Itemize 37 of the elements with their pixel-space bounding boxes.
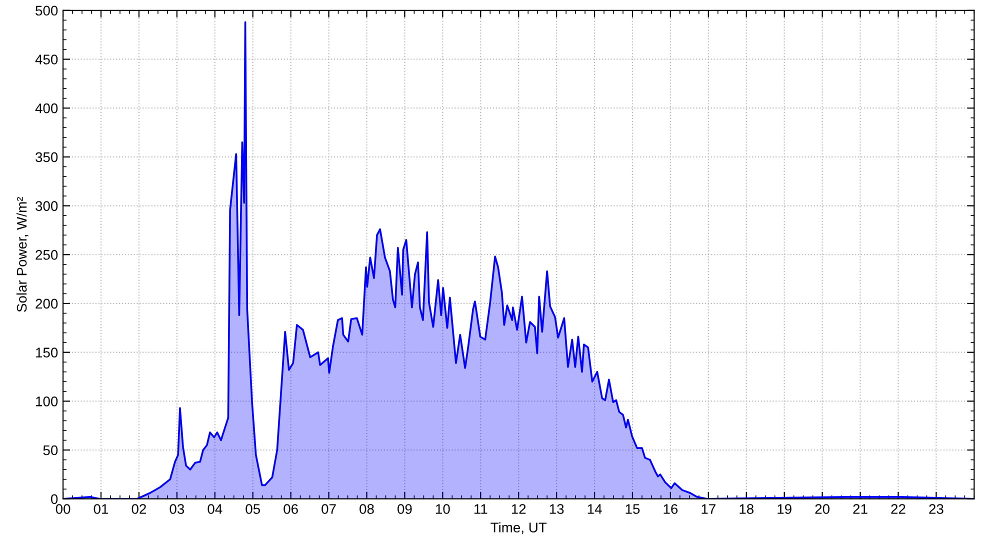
y-tick-label: 400 <box>35 103 58 114</box>
x-tick-label: 11 <box>474 504 488 514</box>
x-tick-label: 22 <box>891 504 906 514</box>
x-tick-label: 20 <box>815 504 830 514</box>
y-tick-label: 100 <box>36 396 58 406</box>
x-tick-label: 07 <box>322 504 336 514</box>
y-tick-label: 450 <box>35 54 58 64</box>
x-axis-title: Time, UT <box>490 522 547 534</box>
y-tick-label: 0 <box>51 494 58 504</box>
x-tick-label: 02 <box>132 504 146 514</box>
x-tick-label: 19 <box>778 504 792 514</box>
y-tick-label: 300 <box>36 201 58 211</box>
x-tick-label: 05 <box>246 504 260 514</box>
y-axis-title: Solar Power, W/m² <box>16 197 28 312</box>
y-tick-label: 500 <box>36 6 58 16</box>
x-tick-label: 13 <box>550 504 564 514</box>
x-tick-label: 17 <box>702 504 716 514</box>
x-tick-label: 03 <box>170 504 184 514</box>
x-tick-label: 16 <box>664 504 678 514</box>
x-tick-label: 08 <box>360 504 374 514</box>
x-tick-label: 12 <box>512 504 526 514</box>
x-tick-label: 18 <box>740 504 754 514</box>
x-tick-label: 14 <box>588 504 602 514</box>
y-tick-label: 200 <box>36 298 58 309</box>
x-tick-label: 04 <box>208 504 222 514</box>
y-tick-label: 250 <box>36 250 58 260</box>
y-tick-label: 50 <box>43 445 58 456</box>
y-tick-label: 150 <box>36 348 58 358</box>
x-tick-label: 00 <box>56 504 70 514</box>
y-tick-label: 350 <box>36 152 58 162</box>
x-tick-label: 10 <box>436 504 450 514</box>
x-tick-label: 23 <box>929 504 944 514</box>
x-tick-label: 01 <box>94 504 108 514</box>
x-tick-label: 21 <box>853 504 868 514</box>
x-tick-label: 15 <box>626 504 640 514</box>
x-tick-label: 06 <box>284 504 298 514</box>
x-tick-label: 09 <box>398 504 412 514</box>
